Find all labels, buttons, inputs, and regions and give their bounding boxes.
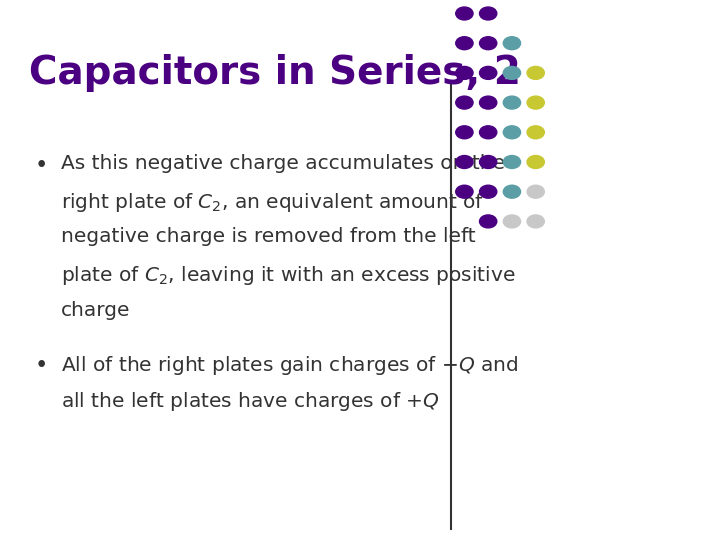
Circle shape: [527, 96, 544, 109]
Circle shape: [456, 7, 473, 20]
Text: •: •: [35, 354, 48, 377]
Circle shape: [480, 37, 497, 50]
Text: plate of $C_2$, leaving it with an excess positive: plate of $C_2$, leaving it with an exces…: [61, 264, 516, 287]
Circle shape: [527, 185, 544, 198]
Circle shape: [480, 66, 497, 79]
Circle shape: [456, 126, 473, 139]
Circle shape: [480, 126, 497, 139]
Circle shape: [503, 156, 521, 168]
Circle shape: [527, 156, 544, 168]
Text: All of the right plates gain charges of $-Q$ and: All of the right plates gain charges of …: [61, 354, 518, 377]
Circle shape: [480, 7, 497, 20]
Circle shape: [456, 37, 473, 50]
Circle shape: [480, 185, 497, 198]
Text: all the left plates have charges of $+Q$: all the left plates have charges of $+Q$: [61, 390, 440, 414]
Circle shape: [456, 66, 473, 79]
Text: negative charge is removed from the left: negative charge is removed from the left: [61, 227, 476, 246]
Circle shape: [480, 215, 497, 228]
Text: As this negative charge accumulates on the: As this negative charge accumulates on t…: [61, 154, 505, 173]
Text: •: •: [35, 154, 48, 177]
Text: charge: charge: [61, 301, 131, 320]
Circle shape: [456, 96, 473, 109]
Circle shape: [503, 215, 521, 228]
Circle shape: [480, 156, 497, 168]
Circle shape: [527, 126, 544, 139]
Circle shape: [503, 37, 521, 50]
Circle shape: [503, 126, 521, 139]
Circle shape: [527, 215, 544, 228]
Circle shape: [503, 96, 521, 109]
Text: Capacitors in Series, 2: Capacitors in Series, 2: [29, 54, 521, 92]
Circle shape: [480, 96, 497, 109]
Circle shape: [456, 185, 473, 198]
Circle shape: [456, 156, 473, 168]
Circle shape: [503, 185, 521, 198]
Text: right plate of $C_2$, an equivalent amount of: right plate of $C_2$, an equivalent amou…: [61, 191, 485, 214]
Circle shape: [503, 66, 521, 79]
Circle shape: [527, 66, 544, 79]
